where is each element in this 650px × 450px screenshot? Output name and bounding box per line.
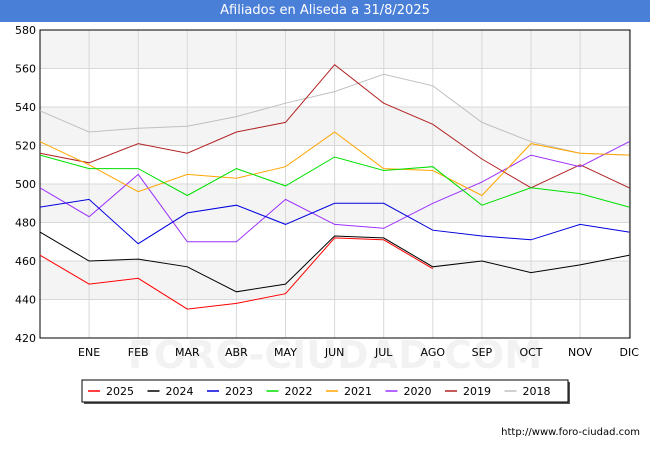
x-tick-label: MAR	[175, 346, 200, 359]
y-tick-label: 540	[15, 101, 36, 114]
x-tick-label: ABR	[225, 346, 248, 359]
y-tick-label: 480	[15, 217, 36, 230]
legend-box	[81, 379, 569, 403]
legend-label-2025: 2025	[106, 385, 134, 398]
x-tick-label: OCT	[519, 346, 542, 359]
plot-area-border	[39, 29, 631, 339]
x-axis-ticks: ENE FEB MAR ABR MAY JUN JUL AGO SEP OCT NOV DIC	[78, 346, 639, 359]
series-line-2020	[39, 141, 630, 243]
legend: 2025 2024 2023 2022 2021 2020 2019 2018	[81, 379, 570, 404]
y-tick-label: 560	[15, 63, 36, 76]
y-tick-label: 440	[15, 294, 36, 307]
series-line-2023	[39, 198, 630, 245]
legend-label-2023: 2023	[225, 385, 253, 398]
watermark: FORO-CIUDAD.COM	[128, 333, 542, 377]
y-tick-label: 520	[15, 140, 36, 153]
x-tick-label: DIC	[619, 346, 639, 359]
y-tick-label: 420	[15, 332, 36, 345]
legend-label-2020: 2020	[404, 385, 432, 398]
x-tick-label: NOV	[568, 346, 593, 359]
y-tick-label: 580	[15, 24, 36, 37]
y-tick-label: 500	[15, 178, 36, 191]
x-tick-label: MAY	[274, 346, 297, 359]
series-line-2021	[39, 131, 630, 197]
legend-label-2024: 2024	[166, 385, 194, 398]
chart-title: Afiliados en Aliseda a 31/8/2025	[0, 0, 650, 22]
x-tick-label: AGO	[421, 346, 446, 359]
series-line-2024	[39, 231, 630, 293]
series-line-2025	[39, 237, 434, 310]
series-line-2018	[39, 73, 630, 156]
x-tick-label: ENE	[78, 346, 100, 359]
legend-label-2018: 2018	[523, 385, 551, 398]
legend-label-2019: 2019	[463, 385, 491, 398]
legend-label-2022: 2022	[285, 385, 313, 398]
y-axis-ticks: 420 440 460 480 500 520 540 560 580	[15, 24, 36, 345]
x-tick-label: JUN	[324, 346, 345, 359]
y-tick-label: 460	[15, 255, 36, 268]
series-lines	[39, 64, 630, 310]
x-tick-label: SEP	[472, 346, 493, 359]
x-tick-label: JUL	[374, 346, 393, 359]
series-line-2022	[39, 154, 630, 208]
legend-label-2021: 2021	[344, 385, 372, 398]
x-tick-label: FEB	[128, 346, 149, 359]
footer-url[interactable]: http://www.foro-ciudad.com	[501, 427, 640, 438]
